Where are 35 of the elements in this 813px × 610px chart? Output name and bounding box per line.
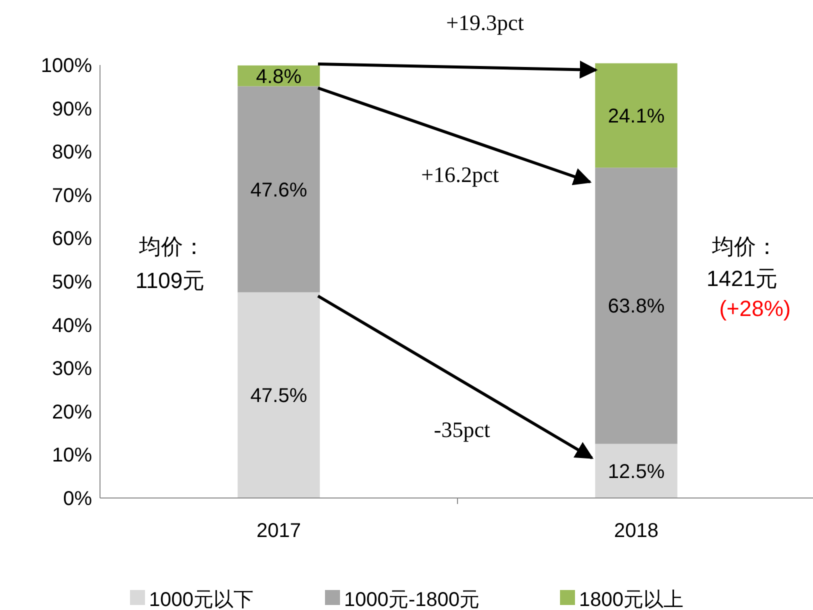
y-tick-label: 70% — [52, 184, 92, 207]
annotation: 1109元 — [135, 268, 205, 293]
annotation: (+28%) — [719, 296, 791, 321]
y-tick-label: 20% — [52, 401, 92, 424]
y-tick-label: 10% — [52, 444, 92, 467]
data-label: 12.5% — [608, 460, 665, 483]
legend-label: 1000元以下 — [149, 589, 254, 610]
data-label: 63.8% — [608, 296, 665, 318]
annotation: 均价： — [711, 234, 778, 259]
annotation: 1421元 — [706, 266, 778, 291]
y-tick-label: 0% — [63, 488, 92, 510]
data-label: 47.6% — [250, 179, 308, 202]
legend-label: 1000元-1800元 — [344, 589, 480, 610]
y-tick-label: 90% — [52, 98, 92, 120]
y-tick-label: 60% — [52, 228, 92, 250]
data-label: 24.1% — [608, 105, 665, 128]
data-label: 4.8% — [256, 66, 302, 88]
y-tick-label: 30% — [52, 358, 92, 380]
annotation: +16.2pct — [421, 162, 499, 187]
legend-label: 1800元以上 — [579, 589, 684, 610]
x-tick-label: 2017 — [256, 520, 301, 542]
bar — [595, 63, 678, 168]
annotation: -35pct — [434, 417, 490, 442]
y-tick-label: 100% — [40, 55, 92, 77]
bar — [595, 168, 678, 444]
x-tick-label: 2018 — [614, 520, 658, 542]
data-label: 47.5% — [250, 385, 308, 408]
y-tick-label: 40% — [52, 314, 92, 337]
y-tick-label: 50% — [52, 272, 92, 294]
bar — [238, 292, 320, 498]
text: +19.3pct — [446, 10, 524, 35]
bar — [595, 444, 678, 498]
y-tick-label: 80% — [52, 142, 92, 164]
annotation: 均价： — [138, 234, 205, 259]
bar — [238, 86, 320, 292]
